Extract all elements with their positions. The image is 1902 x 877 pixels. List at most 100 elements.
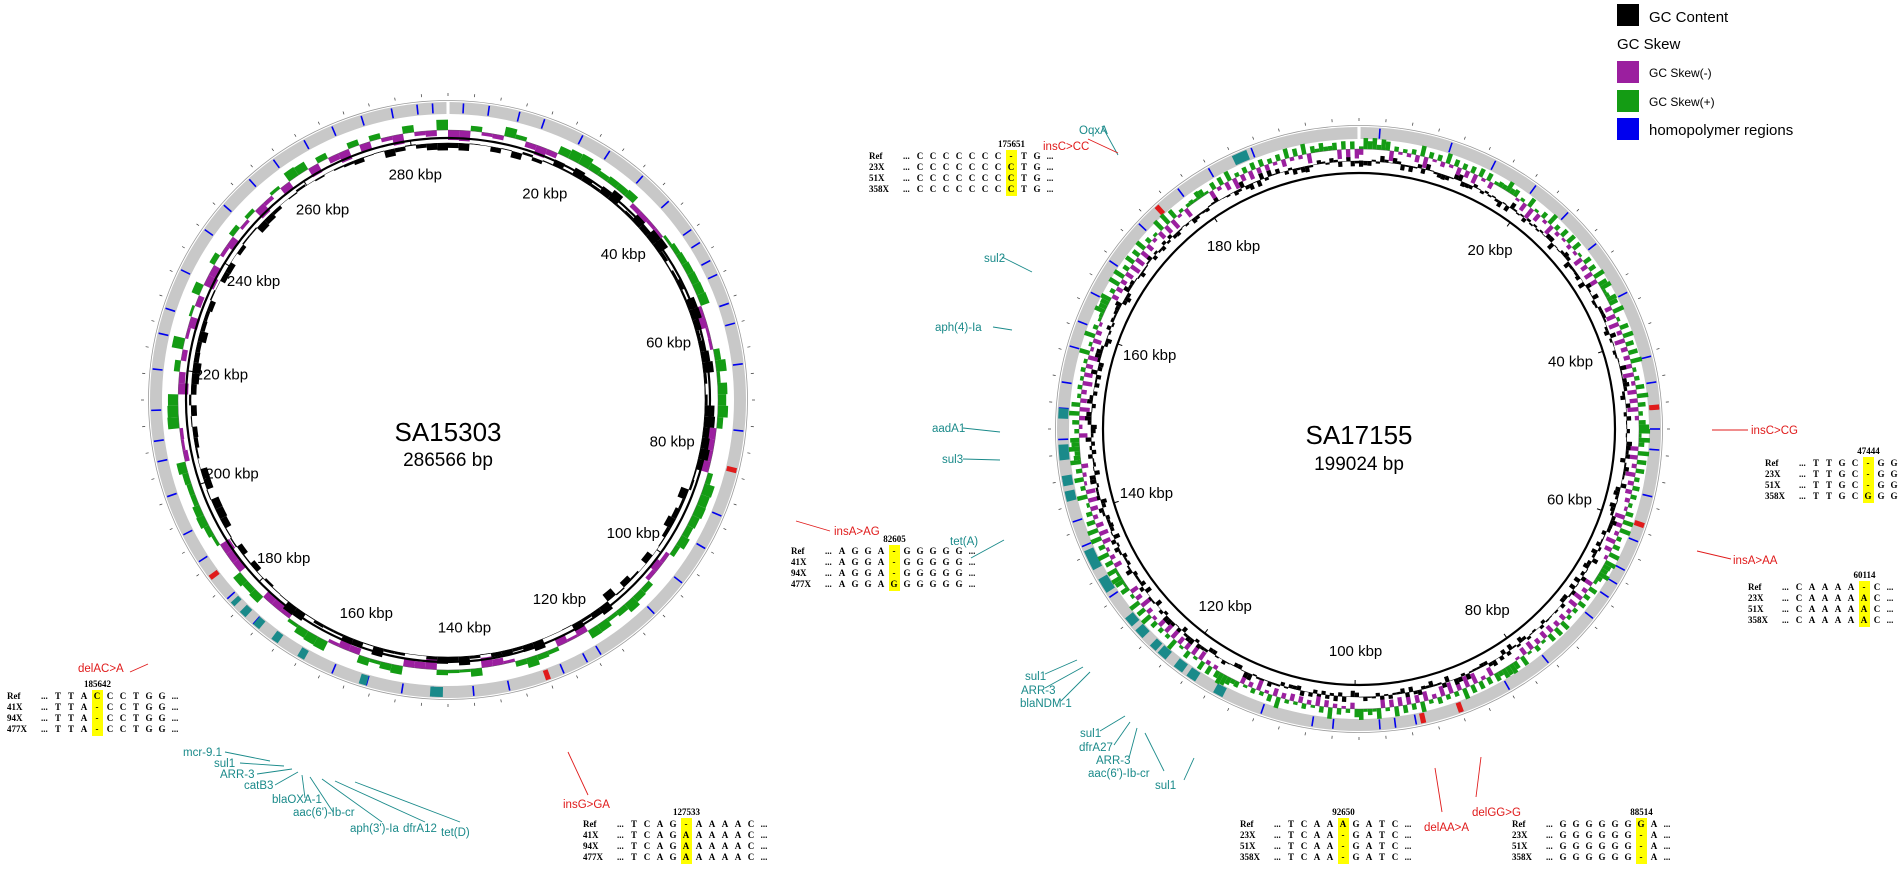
gc-content-bar — [1380, 156, 1385, 162]
alignment-base: ... — [1405, 852, 1412, 862]
alignment-base: ... — [1664, 819, 1671, 829]
alignment-base: C — [644, 819, 651, 829]
alignment-base: ... — [1799, 491, 1806, 501]
alignment-base: T — [631, 852, 637, 862]
gc-skew-pos-bar — [1077, 384, 1082, 389]
alignment-base: G — [1864, 491, 1871, 501]
alignment-base: G — [1598, 830, 1605, 840]
alignment-base: C — [748, 841, 755, 851]
alignment-sample: 358X — [1512, 852, 1533, 862]
alignment-base: G — [929, 579, 936, 589]
alignment-base: A — [696, 852, 703, 862]
alignment-base: C — [917, 184, 924, 194]
alignment-base: C — [120, 713, 127, 723]
gc-skew-pos-bar — [718, 394, 726, 406]
alignment-base: G — [903, 557, 910, 567]
gc-skew-pos-bar — [1363, 709, 1367, 712]
alignment-base: - — [893, 557, 896, 567]
alignment-base: ... — [617, 830, 624, 840]
alignment-base: C — [1796, 582, 1803, 592]
alignment-base: C — [644, 841, 651, 851]
alignment-base: T — [68, 713, 74, 723]
gc-content-bar — [1624, 412, 1627, 416]
alignment-sample: 41X — [583, 830, 599, 840]
alignment-base: A — [709, 852, 716, 862]
alignment-base: A — [1848, 582, 1855, 592]
gc-content-bar — [1088, 420, 1091, 424]
alignment-base: T — [1826, 491, 1832, 501]
gc-skew-pos-bar — [1075, 451, 1081, 456]
alignment-base: T — [1021, 173, 1027, 183]
gene-label: blaNDM-1 — [1020, 698, 1072, 710]
gc-skew-pos-bar — [436, 120, 448, 131]
kbp-tick-label: 160 kbp — [340, 605, 393, 622]
alignment-sample: 23X — [1748, 593, 1764, 603]
gc-content-bar — [1092, 404, 1096, 408]
alignment-base: T — [1813, 469, 1819, 479]
plasmid-name: SA17155 — [1306, 420, 1413, 450]
gc-content-bar — [1091, 441, 1095, 445]
alignment-base: A — [722, 819, 729, 829]
alignment-base: C — [930, 162, 937, 172]
alignment-base: A — [1848, 593, 1855, 603]
alignment-base: ... — [1887, 604, 1894, 614]
alignment-base: C — [644, 830, 651, 840]
alignment-base: G — [1890, 469, 1897, 479]
alignment-base: A — [1809, 593, 1816, 603]
alignment-sample: Ref — [583, 819, 597, 829]
alignment-base: ... — [1799, 469, 1806, 479]
kbp-tick-label: 20 kbp — [522, 186, 567, 203]
alignment-base: A — [683, 841, 690, 851]
alignment-base: A — [735, 852, 742, 862]
alignment-sample: 358X — [1748, 615, 1769, 625]
alignment-base: G — [1890, 491, 1897, 501]
alignment-base: A — [839, 568, 846, 578]
kbp-tick-label: 100 kbp — [607, 525, 660, 542]
alignment-base: G — [955, 546, 962, 556]
alignment-base: T — [1288, 852, 1294, 862]
kbp-tick-label: 160 kbp — [1123, 347, 1176, 364]
alignment-base: A — [839, 546, 846, 556]
gc-skew-pos-bar — [1639, 429, 1650, 434]
alignment-base: T — [68, 691, 74, 701]
alignment-base: T — [631, 841, 637, 851]
alignment-base: G — [929, 557, 936, 567]
alignment-base: C — [120, 702, 127, 712]
alignment-base: C — [969, 184, 976, 194]
alignment-base: C — [1008, 184, 1015, 194]
alignment-base: - — [1640, 852, 1643, 862]
gc-skew-pos-bar — [1638, 411, 1643, 416]
alignment-base: A — [1327, 841, 1334, 851]
gc-skew-pos-bar — [1070, 438, 1079, 443]
gene-label: OqxA — [1079, 125, 1108, 137]
alignment-base: A — [1809, 615, 1816, 625]
alignment-base: ... — [1546, 830, 1553, 840]
alignment-base: A — [735, 841, 742, 851]
gc-skew-neg-bar — [1079, 425, 1082, 429]
gc-content-bar — [705, 395, 708, 406]
alignment-base: C — [995, 162, 1002, 172]
alignment-base: G — [145, 702, 152, 712]
homopolymer-mark — [1333, 719, 1334, 729]
alignment-base: T — [1379, 819, 1385, 829]
alignment-base: C — [1852, 480, 1859, 490]
gc-skew-pos-bar — [1372, 708, 1377, 711]
alignment-base: C — [748, 830, 755, 840]
legend-swatch-gc-content — [1617, 4, 1639, 26]
alignment-base: C — [917, 162, 924, 172]
alignment-base: A — [878, 546, 885, 556]
alignment-base: G — [1585, 819, 1592, 829]
gc-skew-neg-bar — [425, 130, 437, 137]
alignment-base: A — [722, 830, 729, 840]
gc-skew-pos-bar — [717, 382, 727, 394]
alignment-base: G — [1352, 852, 1359, 862]
gc-content-bar — [1088, 454, 1093, 459]
alignment-base: C — [748, 852, 755, 862]
alignment-base: G — [1598, 852, 1605, 862]
alignment-base: G — [1598, 819, 1605, 829]
kbp-tick-label: 260 kbp — [296, 202, 349, 219]
gc-content-bar — [1091, 425, 1097, 429]
alignment-base: G — [1611, 819, 1618, 829]
legend-swatch-homopolymer — [1617, 118, 1639, 140]
alignment-base: ... — [1405, 819, 1412, 829]
